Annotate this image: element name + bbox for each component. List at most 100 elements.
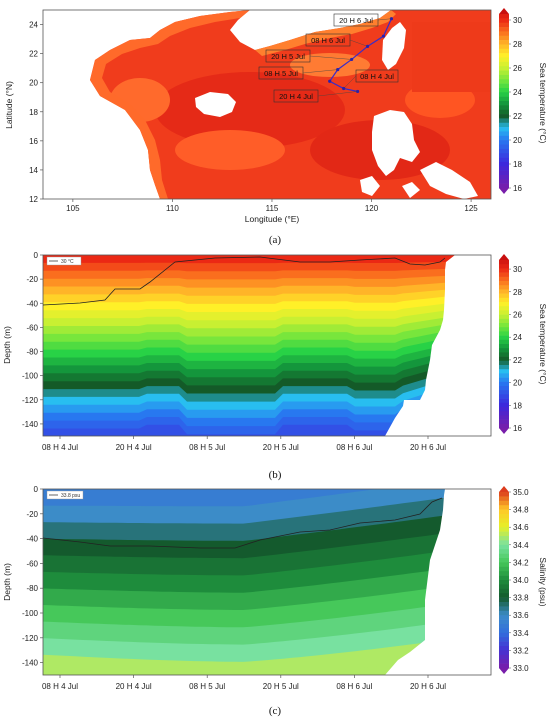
x-tick-label: 08 H 6 Jul [336, 443, 372, 452]
land-visayas [420, 162, 478, 199]
panel-a: 105 110 115 120 125 24 22 20 18 16 14 12 Longitude… [4, 8, 548, 246]
colorbar-segment [499, 148, 509, 154]
colorbar-tick-label: 34.8 [513, 506, 529, 515]
colorbar-segment [499, 646, 509, 651]
land-mindoro [360, 176, 380, 196]
colorbar-segment [499, 624, 509, 629]
colorbar-segment [499, 549, 509, 554]
colorbar-segment [499, 562, 509, 568]
colorbar-segment [499, 344, 509, 349]
track-label: 08 H 4 Jul [360, 72, 394, 81]
colorbar-segment [499, 66, 509, 71]
colorbar-segment [499, 544, 509, 550]
colorbar-segment [499, 610, 509, 616]
panel-c-x-ticks: 08 H 4 Jul 20 H 4 Jul 08 H 5 Jul 20 H 5 Jul… [42, 675, 446, 691]
colorbar-tick-label: 33.2 [513, 646, 529, 655]
colorbar-segment [499, 314, 509, 320]
panel-a-colorbar: 30 28 26 24 22 20 18 16 [499, 8, 522, 194]
colorbar-segment [499, 153, 509, 158]
x-tick-label: 08 H 4 Jul [42, 682, 78, 691]
colorbar-segment [499, 615, 509, 620]
colorbar-segment [499, 597, 509, 603]
colorbar-segment [499, 628, 509, 634]
y-tick-label: -80 [26, 584, 38, 593]
panel-a-y-label: Latitude (°N) [4, 81, 14, 129]
typhoon-track [328, 18, 392, 93]
colorbar-segment [499, 260, 509, 265]
land-south-china [230, 10, 391, 50]
panel-a-caption: (a) [269, 234, 282, 246]
y-tick-label: -120 [22, 634, 39, 643]
colorbar-tick-label: 20 [513, 379, 522, 388]
land-indochina [43, 10, 250, 199]
y-tick-label: 14 [29, 166, 38, 175]
colorbar-segment [499, 500, 509, 506]
colorbar-segment [499, 105, 509, 110]
colorbar-segment [499, 285, 509, 290]
track-point [381, 34, 386, 38]
colorbar-segment [499, 157, 509, 163]
panel-a-x-label: Longitude (°E) [245, 214, 300, 224]
colorbar-tick-label: 24 [513, 333, 522, 342]
colorbar-segment [499, 170, 509, 176]
colorbar-segment [499, 641, 509, 647]
colorbar-segment [499, 637, 509, 642]
offshore-patch-right [412, 22, 491, 92]
track-leader [349, 39, 368, 47]
panel-c-y-label: Depth (m) [2, 563, 12, 601]
colorbar-segment [499, 415, 509, 420]
colorbar-cap-bottom [499, 668, 509, 674]
colorbar-tick-label: 16 [513, 424, 522, 433]
colorbar-segment [499, 377, 509, 383]
track-label: 20 H 6 Jul [339, 16, 373, 25]
colorbar-segment [499, 411, 509, 416]
colorbar-segment [499, 509, 509, 515]
colorbar-segment [499, 518, 509, 524]
colorbar-cap-bottom [499, 188, 509, 194]
panel-b-x-ticks: 08 H 4 Jul 20 H 4 Jul 08 H 5 Jul 20 H 5 Jul… [42, 436, 446, 452]
y-tick-label: 0 [34, 251, 39, 260]
colorbar-segment [499, 268, 509, 273]
x-tick-label: 08 H 6 Jul [336, 682, 372, 691]
colorbar-segment [499, 144, 509, 150]
colorbar-segment [499, 398, 509, 404]
section-layer [43, 255, 491, 264]
x-tick-label: 120 [365, 204, 379, 213]
x-tick-label: 20 H 5 Jul [263, 443, 299, 452]
colorbar-segment [499, 423, 509, 429]
colorbar-segment [499, 289, 509, 294]
track-leader [343, 75, 357, 89]
colorbar-tick-label: 26 [513, 64, 522, 73]
x-tick-label: 20 H 6 Jul [410, 443, 446, 452]
colorbar-segment [499, 79, 509, 84]
colorbar-segment [499, 654, 509, 660]
colorbar-cap-top [499, 254, 509, 260]
land-luzon [372, 110, 420, 176]
colorbar-segment [499, 659, 509, 664]
colorbar-segment [499, 536, 509, 541]
colorbar-segment [499, 632, 509, 638]
x-tick-label: 08 H 4 Jul [42, 443, 78, 452]
colorbar-tick-label: 33.8 [513, 594, 529, 603]
panel-b: 30 °C 08 H 4 Jul 20 H 4 Jul 08 H 5 Jul 20 H… [2, 251, 548, 481]
colorbar-tick-label: 22 [513, 112, 522, 121]
panel-c-field [43, 489, 491, 675]
colorbar-segment [499, 109, 509, 115]
colorbar-tick-label: 26 [513, 310, 522, 319]
track-leader [309, 55, 352, 60]
colorbar-segment [499, 74, 509, 80]
colorbar-tick-label: 30 [513, 265, 522, 274]
colorbar-segment [499, 650, 509, 656]
colorbar-tick-label: 20 [513, 136, 522, 145]
colorbar-tick-label: 33.0 [513, 664, 529, 673]
colorbar-tick-label: 16 [513, 184, 522, 193]
colorbar-segment [499, 566, 509, 572]
colorbar-segment [499, 352, 509, 357]
colorbar-segment [499, 402, 509, 408]
colorbar-segment [499, 558, 509, 563]
colorbar-cap-top [499, 486, 509, 492]
colorbar-segment [499, 514, 509, 519]
panel-c-legend-box [46, 490, 84, 500]
section-layer [43, 489, 491, 507]
colorbar-segment [499, 44, 509, 50]
